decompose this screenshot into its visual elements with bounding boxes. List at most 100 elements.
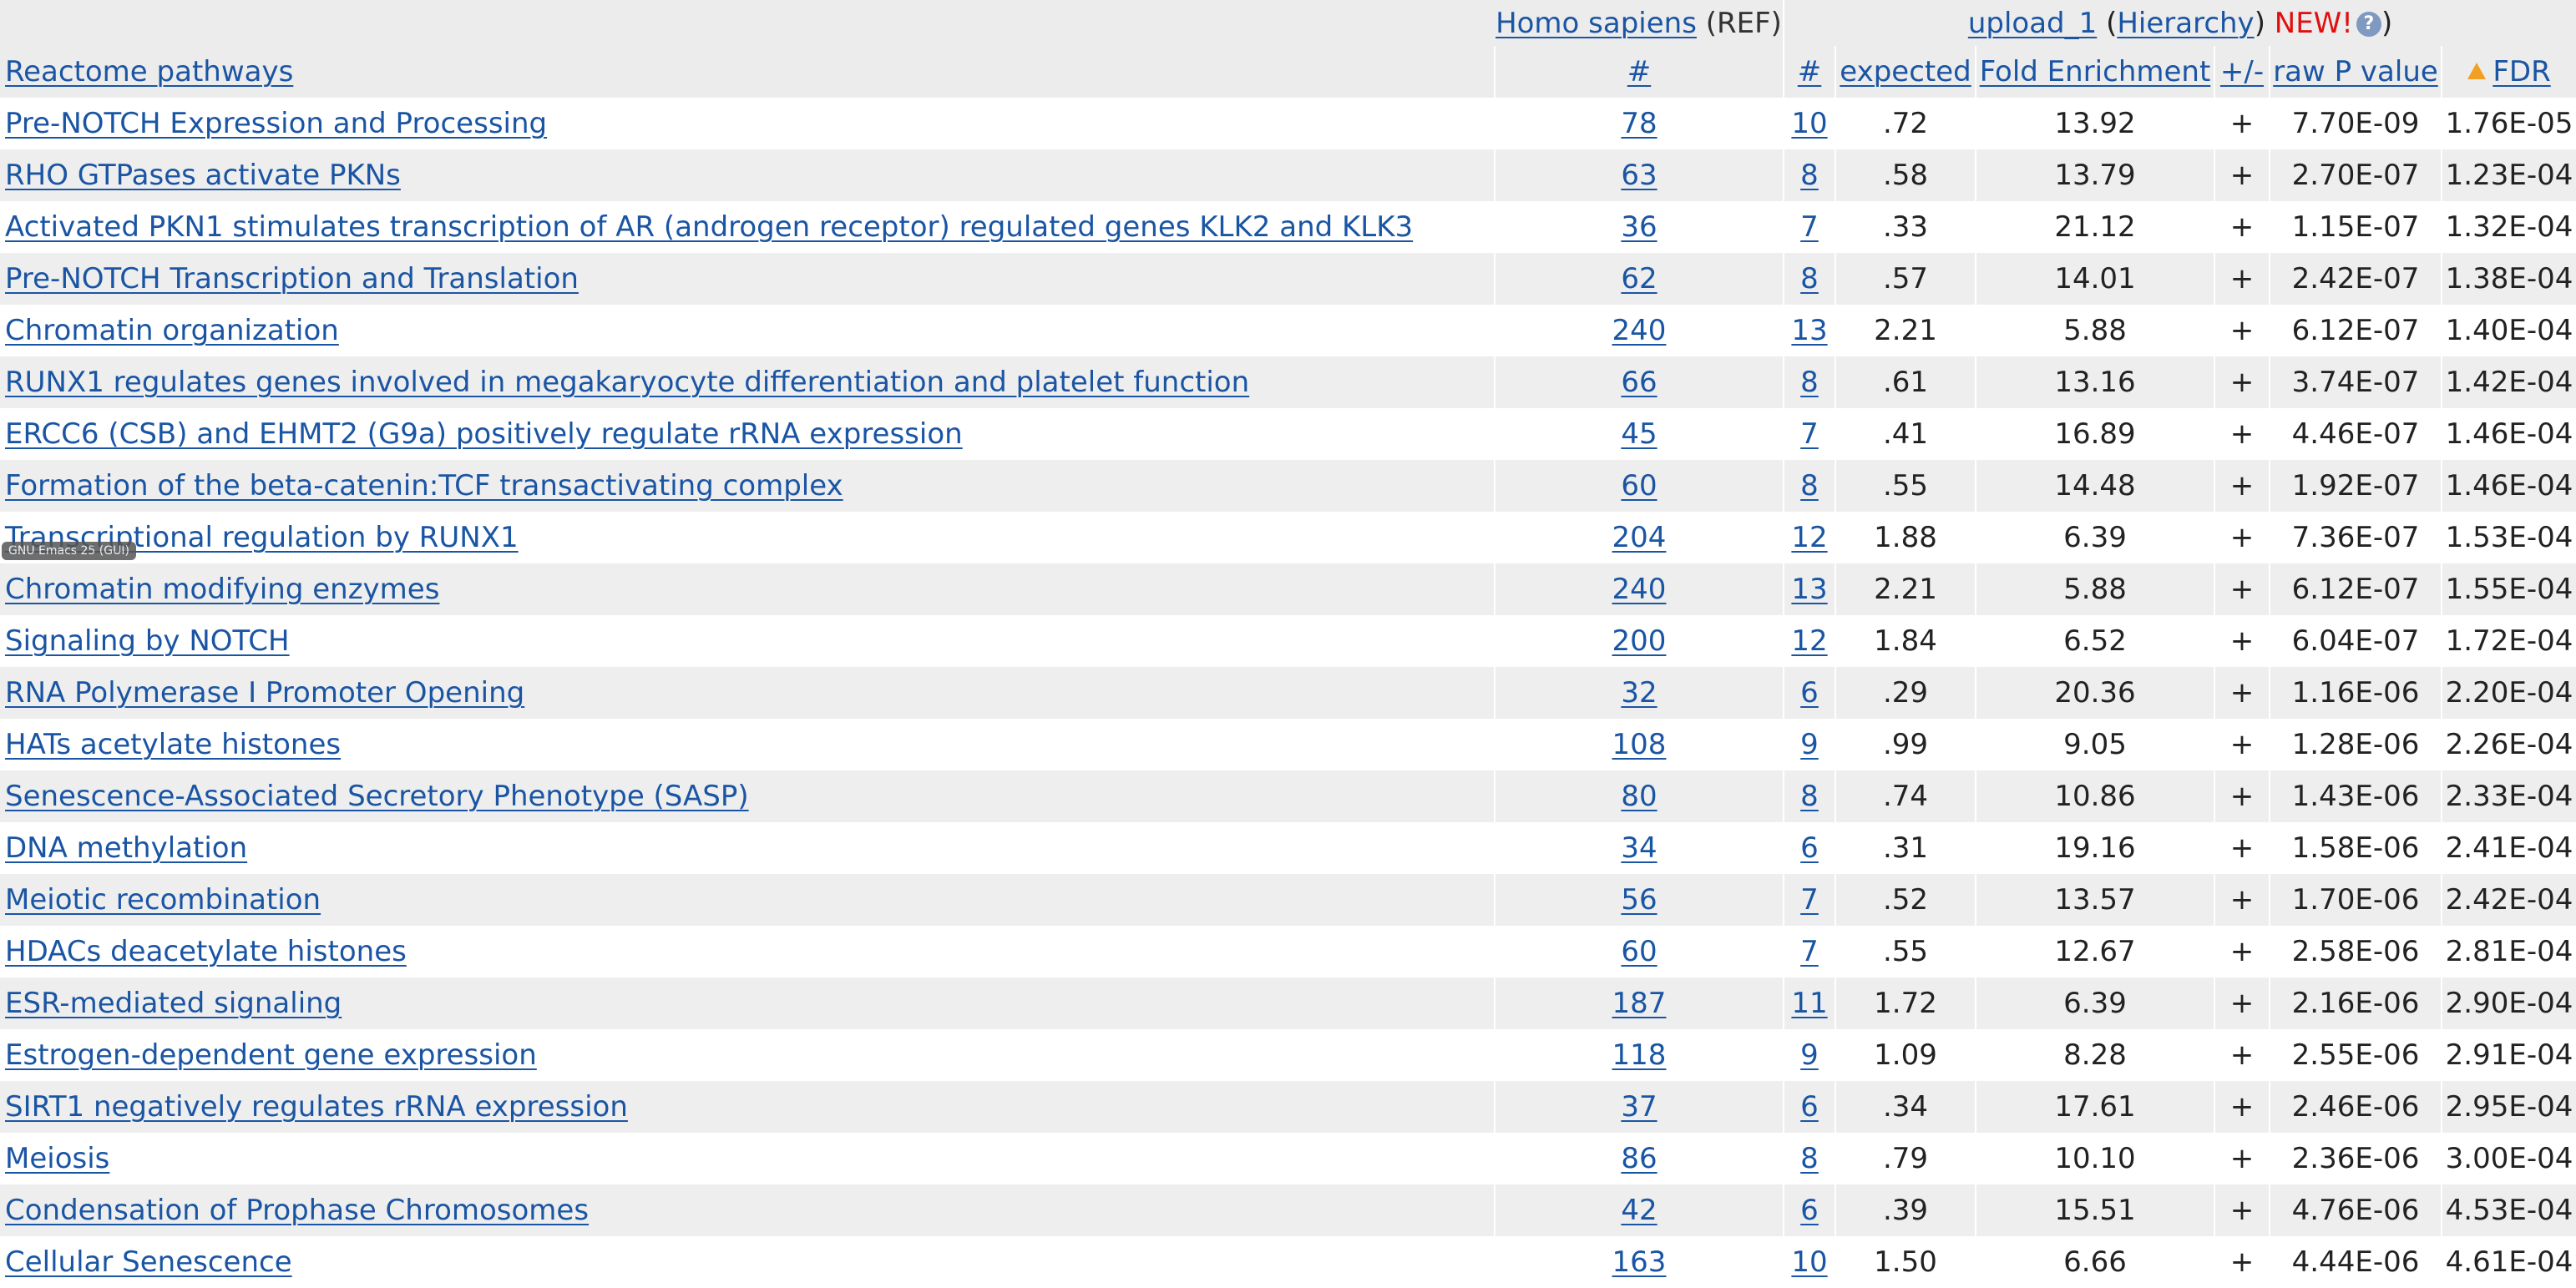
gene-count-link[interactable]: 6 (1800, 831, 1819, 865)
gene-count-link[interactable]: 8 (1800, 262, 1819, 295)
pathway-link[interactable]: Cellular Senescence (5, 1245, 292, 1279)
ref-count-link[interactable]: 118 (1612, 1038, 1667, 1072)
gene-count-link[interactable]: 8 (1800, 780, 1819, 813)
pathway-link[interactable]: Senescence-Associated Secretory Phenotyp… (5, 780, 749, 813)
upload-name-link[interactable]: upload_1 (1967, 6, 2098, 40)
ref-count-link[interactable]: 34 (1621, 831, 1657, 865)
gene-count-link[interactable]: 10 (1791, 107, 1828, 140)
ref-count-link[interactable]: 45 (1621, 417, 1657, 451)
pathway-link[interactable]: RHO GTPases activate PKNs (5, 159, 401, 192)
ref-count-link[interactable]: 63 (1621, 159, 1657, 192)
sort-expected-link[interactable]: expected (1840, 55, 1971, 88)
gene-count-link[interactable]: 9 (1800, 1038, 1819, 1072)
help-icon[interactable]: ? (2356, 11, 2381, 37)
ref-count-link[interactable]: 163 (1612, 1245, 1667, 1279)
cell-count: 13 (1784, 305, 1836, 356)
ref-count-link[interactable]: 86 (1621, 1142, 1657, 1175)
table-row: HATs acetylate histones 108 9 .99 9.05 +1.28E… (0, 719, 2576, 770)
ref-count-link[interactable]: 66 (1621, 366, 1657, 399)
pathway-link[interactable]: RUNX1 regulates genes involved in megaka… (5, 366, 1250, 399)
ref-count-link[interactable]: 204 (1612, 521, 1667, 554)
gene-count-link[interactable]: 13 (1791, 573, 1828, 606)
sort-pathways-link[interactable]: Reactome pathways (5, 55, 294, 88)
gene-count-link[interactable]: 10 (1791, 1245, 1828, 1279)
gene-count-link[interactable]: 12 (1791, 624, 1828, 658)
gene-count-link[interactable]: 11 (1791, 987, 1828, 1020)
gene-count-link[interactable]: 8 (1800, 1142, 1819, 1175)
cell-fold: 17.61 (1976, 1081, 2215, 1133)
pathway-link[interactable]: DNA methylation (5, 831, 248, 865)
gene-count-link[interactable]: 9 (1800, 728, 1819, 761)
ref-count-link[interactable]: 80 (1621, 780, 1657, 813)
ref-count-link[interactable]: 42 (1621, 1194, 1657, 1227)
pathway-link[interactable]: Condensation of Prophase Chromosomes (5, 1194, 590, 1227)
cell-direction: + (2214, 719, 2270, 770)
cell-direction: + (2214, 1133, 2270, 1184)
gene-count-link[interactable]: 6 (1800, 676, 1819, 710)
ref-count-link[interactable]: 60 (1621, 469, 1657, 503)
ref-count-link[interactable]: 36 (1621, 210, 1657, 244)
pathway-link[interactable]: Estrogen-dependent gene expression (5, 1038, 537, 1072)
direction-value: + (2229, 573, 2255, 606)
cell-fold: 15.51 (1976, 1184, 2215, 1236)
ref-count-link[interactable]: 108 (1612, 728, 1667, 761)
fold-enrichment-value: 16.89 (2054, 417, 2136, 451)
gene-count-link[interactable]: 8 (1800, 469, 1819, 503)
gene-count-link[interactable]: 7 (1800, 935, 1819, 968)
expected-value: .72 (1882, 107, 1929, 140)
pathway-link[interactable]: Meiotic recombination (5, 883, 321, 917)
pathway-link[interactable]: Chromatin modifying enzymes (5, 573, 440, 606)
ref-count-link[interactable]: 187 (1612, 987, 1667, 1020)
gene-count-link[interactable]: 8 (1800, 366, 1819, 399)
raw-p-value: 1.15E-07 (2291, 210, 2420, 244)
sort-fold-link[interactable]: Fold Enrichment (1979, 55, 2211, 88)
pathway-link[interactable]: Pre-NOTCH Expression and Processing (5, 107, 548, 140)
ref-count-link[interactable]: 32 (1621, 676, 1657, 710)
cell-count: 10 (1784, 98, 1836, 149)
gene-count-link[interactable]: 12 (1791, 521, 1828, 554)
gene-count-link[interactable]: 8 (1800, 159, 1819, 192)
pathway-link[interactable]: ERCC6 (CSB) and EHMT2 (G9a) positively r… (5, 417, 963, 451)
gene-count-link[interactable]: 7 (1800, 210, 1819, 244)
ref-count-link[interactable]: 240 (1612, 573, 1667, 606)
raw-p-value: 2.46E-06 (2291, 1090, 2420, 1124)
expected-value: .74 (1882, 780, 1929, 813)
ref-count-link[interactable]: 240 (1612, 314, 1667, 347)
pathway-link[interactable]: Activated PKN1 stimulates transcription … (5, 210, 1414, 244)
ref-count-link[interactable]: 60 (1621, 935, 1657, 968)
gene-count-link[interactable]: 6 (1800, 1194, 1819, 1227)
pathway-link[interactable]: RNA Polymerase I Promoter Opening (5, 676, 525, 710)
pathway-link[interactable]: Chromatin organization (5, 314, 339, 347)
cell-fold: 8.28 (1976, 1029, 2215, 1081)
pathway-link[interactable]: Pre-NOTCH Transcription and Translation (5, 262, 579, 295)
sort-count-link[interactable]: # (1797, 55, 1822, 88)
hierarchy-link[interactable]: Hierarchy (2117, 6, 2255, 40)
ref-organism-link[interactable]: Homo sapiens (1495, 6, 1697, 40)
sort-fdr-link[interactable]: FDR (2492, 55, 2551, 88)
pathway-link[interactable]: SIRT1 negatively regulates rRNA expressi… (5, 1090, 628, 1124)
ref-count-link[interactable]: 56 (1621, 883, 1657, 917)
raw-p-value: 1.43E-06 (2291, 780, 2420, 813)
sort-ref-count-link[interactable]: # (1627, 55, 1652, 88)
gene-count-link[interactable]: 7 (1800, 883, 1819, 917)
sort-raw-p-link[interactable]: raw P value (2273, 55, 2438, 88)
gene-count-link[interactable]: 13 (1791, 314, 1828, 347)
pathway-link[interactable]: Signaling by NOTCH (5, 624, 290, 658)
table-row: Meiotic recombination 56 7 .52 13.57 +1.70E-0… (0, 874, 2576, 926)
pathway-link[interactable]: Formation of the beta-catenin:TCF transa… (5, 469, 843, 503)
cell-name: RNA Polymerase I Promoter Opening (0, 667, 1495, 719)
raw-p-value: 6.12E-07 (2291, 573, 2420, 606)
pathway-link[interactable]: ESR-mediated signaling (5, 987, 342, 1020)
direction-value: + (2229, 676, 2255, 710)
results-body: Pre-NOTCH Expression and Processing 78 10.… (0, 98, 2576, 1288)
pathway-link[interactable]: HATs acetylate histones (5, 728, 342, 761)
gene-count-link[interactable]: 7 (1800, 417, 1819, 451)
ref-count-link[interactable]: 200 (1612, 624, 1667, 658)
sort-direction-link[interactable]: +/- (2219, 55, 2265, 88)
ref-count-link[interactable]: 62 (1621, 262, 1657, 295)
ref-count-link[interactable]: 78 (1621, 107, 1657, 140)
pathway-link[interactable]: Meiosis (5, 1142, 110, 1175)
ref-count-link[interactable]: 37 (1621, 1090, 1657, 1124)
pathway-link[interactable]: HDACs deacetylate histones (5, 935, 407, 968)
gene-count-link[interactable]: 6 (1800, 1090, 1819, 1124)
